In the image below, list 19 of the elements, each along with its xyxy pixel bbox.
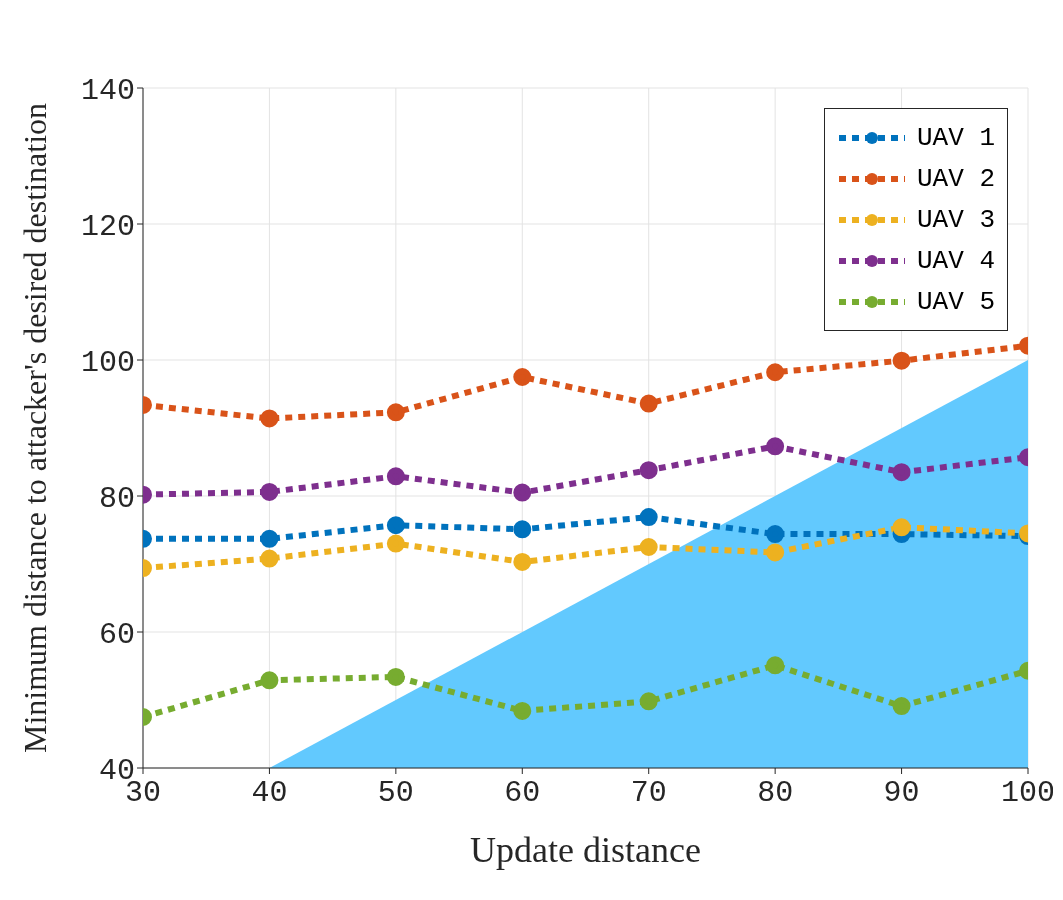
x-axis-title: Update distance — [470, 830, 701, 870]
legend-label: UAV 4 — [916, 245, 995, 276]
legend-label: UAV 1 — [916, 122, 995, 153]
legend-label: UAV 2 — [916, 163, 995, 194]
x-tick-label: 80 — [757, 776, 794, 811]
y-tick-label: 80 — [98, 481, 135, 516]
x-tick-label: 40 — [251, 776, 288, 811]
y-tick-label: 140 — [80, 73, 135, 108]
x-tick-label: 90 — [883, 776, 920, 811]
x-tick-label: 70 — [630, 776, 667, 811]
legend-label: UAV 3 — [916, 204, 995, 235]
y-tick-label: 120 — [80, 209, 135, 244]
y-tick-label: 100 — [80, 345, 135, 380]
y-tick-label: 60 — [98, 617, 135, 652]
x-tick-label: 60 — [504, 776, 541, 811]
x-tick-label: 100 — [1000, 776, 1056, 811]
x-tick-label: 50 — [377, 776, 414, 811]
y-axis-title: Minimum distance to attacker's desired destination — [17, 102, 54, 754]
legend-label: UAV 5 — [916, 286, 995, 317]
